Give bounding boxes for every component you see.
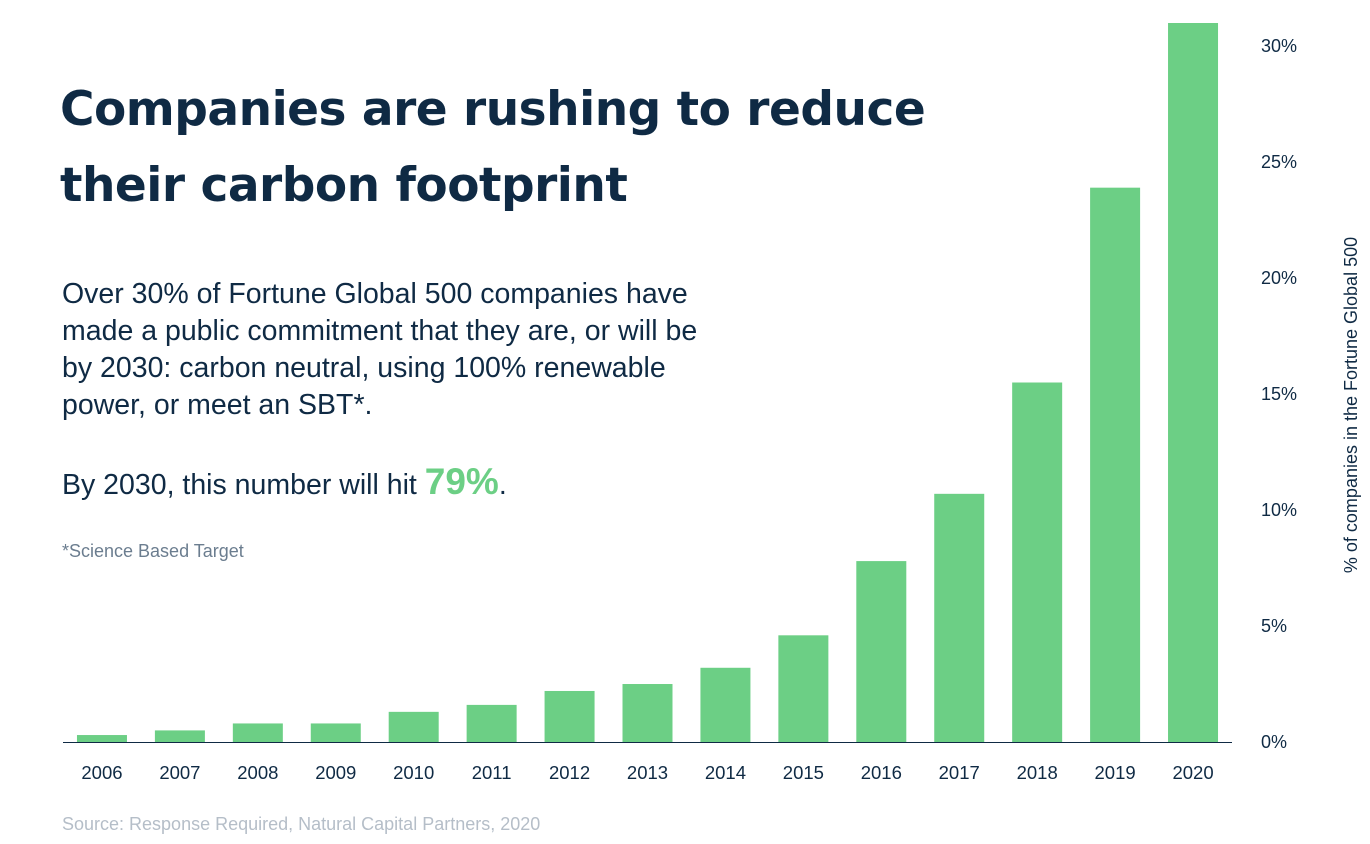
bar-2010 xyxy=(388,711,439,742)
callout-prefix: By 2030, this number will hit xyxy=(62,469,425,501)
y-tick-25: 25% xyxy=(1261,152,1297,172)
x-tick-labels: 2006 2007 2008 2009 2010 2011 2012 2013 2014 2015… xyxy=(81,762,1213,783)
x-tick-2014: 2014 xyxy=(705,762,746,783)
y-tick-5: 5% xyxy=(1261,616,1287,636)
x-tick-2016: 2016 xyxy=(861,762,902,783)
bars-group xyxy=(76,23,1219,742)
x-tick-2009: 2009 xyxy=(315,762,356,783)
bar-2017 xyxy=(934,493,985,742)
source-note: Source: Response Required, Natural Capit… xyxy=(62,814,541,834)
y-tick-30: 30% xyxy=(1261,36,1297,56)
x-tick-2017: 2017 xyxy=(939,762,980,783)
chart-title: Companies are rushing to reduce their car… xyxy=(60,82,926,213)
bar-2013 xyxy=(622,684,673,742)
callout: By 2030, this number will hit 79%. xyxy=(62,460,507,507)
bar-2007 xyxy=(154,730,205,742)
bar-2011 xyxy=(466,704,517,742)
x-tick-2006: 2006 xyxy=(81,762,122,783)
bar-2019 xyxy=(1090,187,1141,742)
bar-2008 xyxy=(232,723,283,742)
y-tick-15: 15% xyxy=(1261,384,1297,404)
y-tick-10: 10% xyxy=(1261,500,1297,520)
y-axis-label: % of companies in the Fortune Global 500 xyxy=(1341,237,1361,573)
x-tick-2019: 2019 xyxy=(1095,762,1136,783)
x-tick-2015: 2015 xyxy=(783,762,824,783)
x-tick-2020: 2020 xyxy=(1172,762,1213,783)
bar-2020 xyxy=(1168,23,1219,742)
bar-2006 xyxy=(76,735,127,742)
x-tick-2011: 2011 xyxy=(472,762,512,783)
y-tick-20: 20% xyxy=(1261,268,1297,288)
callout-suffix: . xyxy=(498,469,507,501)
bar-2018 xyxy=(1012,382,1063,742)
bar-2009 xyxy=(310,723,361,742)
body-text: Over 30% of Fortune Global 500 companies… xyxy=(62,278,698,421)
x-tick-2012: 2012 xyxy=(549,762,590,783)
x-tick-2007: 2007 xyxy=(159,762,200,783)
x-tick-2008: 2008 xyxy=(237,762,278,783)
bar-2012 xyxy=(544,690,595,742)
x-tick-2018: 2018 xyxy=(1017,762,1058,783)
bar-2014 xyxy=(700,667,751,742)
bar-2015 xyxy=(778,635,829,742)
callout-highlight: 79% xyxy=(424,461,499,502)
y-tick-0: 0% xyxy=(1261,732,1287,752)
y-tick-labels: 0% 5% 10% 15% 20% 25% 30% xyxy=(1261,36,1297,752)
footnote: *Science Based Target xyxy=(62,541,244,561)
bar-2016 xyxy=(856,561,907,742)
x-tick-2013: 2013 xyxy=(627,762,668,783)
x-tick-2010: 2010 xyxy=(393,762,434,783)
